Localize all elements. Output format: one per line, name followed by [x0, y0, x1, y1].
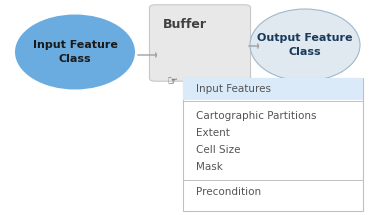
Text: Mask: Mask	[196, 162, 223, 172]
Text: Input Features: Input Features	[196, 84, 271, 94]
Text: Output Feature
Class: Output Feature Class	[257, 33, 353, 57]
Bar	[183, 78, 363, 100]
Ellipse shape	[15, 14, 135, 89]
Text: ☞: ☞	[167, 75, 179, 89]
Text: Buffer: Buffer	[163, 18, 207, 32]
Text: Input Feature
Class: Input Feature Class	[33, 40, 117, 64]
Text: Precondition: Precondition	[196, 187, 261, 197]
Text: Extent: Extent	[196, 128, 230, 138]
Ellipse shape	[250, 9, 360, 81]
FancyBboxPatch shape	[149, 5, 250, 81]
Text: Cartographic Partitions: Cartographic Partitions	[196, 111, 316, 121]
Bar	[183, 78, 363, 211]
Text: Cell Size: Cell Size	[196, 145, 241, 155]
